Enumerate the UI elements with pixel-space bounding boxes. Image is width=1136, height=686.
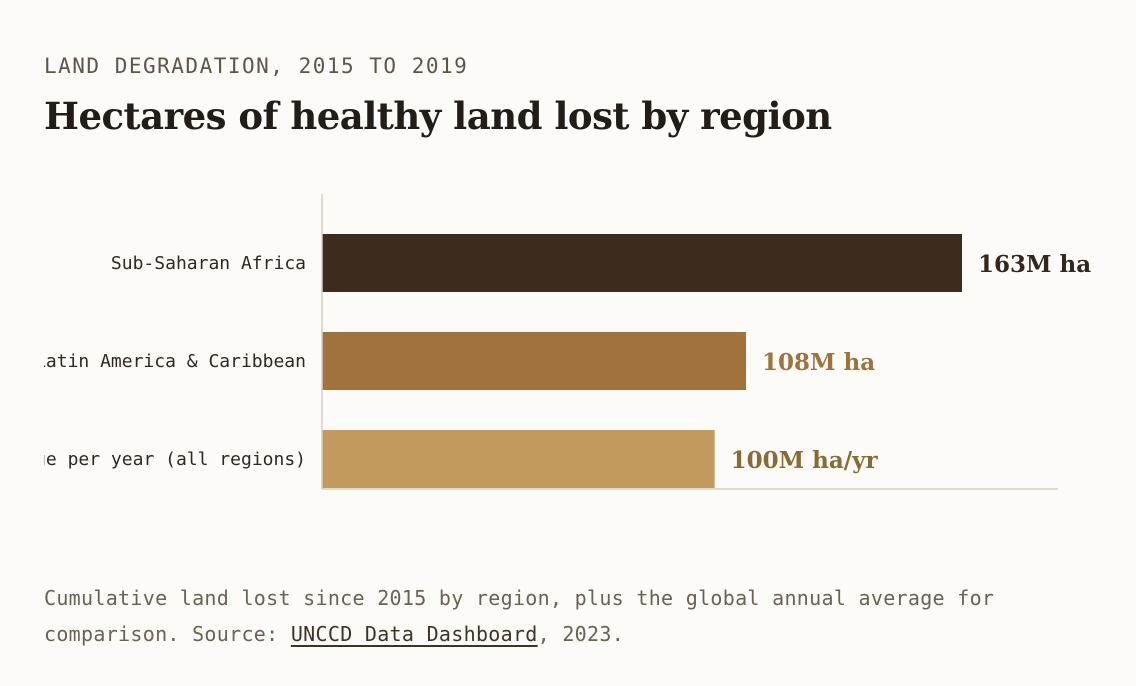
bar-2 — [322, 332, 747, 390]
value-label: 163M ha — [978, 251, 1091, 278]
bar-chart: Sub-Saharan Africa Latin America & Caribb… — [0, 194, 1091, 490]
chart-caption: Cumulative land lost since 2015 by regio… — [44, 580, 1104, 652]
caption-text: Cumulative land lost since 2015 by regio… — [44, 586, 995, 646]
value-label: 100M ha/yr — [731, 447, 879, 474]
category-label: Sub-Saharan Africa — [111, 253, 306, 274]
source-link[interactable]: UNCCD Data Dashboard — [290, 622, 538, 646]
caption-text-end: , 2023. — [537, 622, 625, 646]
bar-3 — [322, 430, 715, 488]
category-label: Global average per year (all regions) — [0, 449, 306, 470]
category-label: Latin America & Caribbean — [35, 351, 306, 372]
bar-1 — [322, 234, 962, 292]
chart-kicker: LAND DEGRADATION, 2015 TO 2019 — [44, 54, 469, 78]
chart-title: Hectares of healthy land lost by region — [44, 94, 832, 138]
value-label: 108M ha — [762, 349, 875, 376]
